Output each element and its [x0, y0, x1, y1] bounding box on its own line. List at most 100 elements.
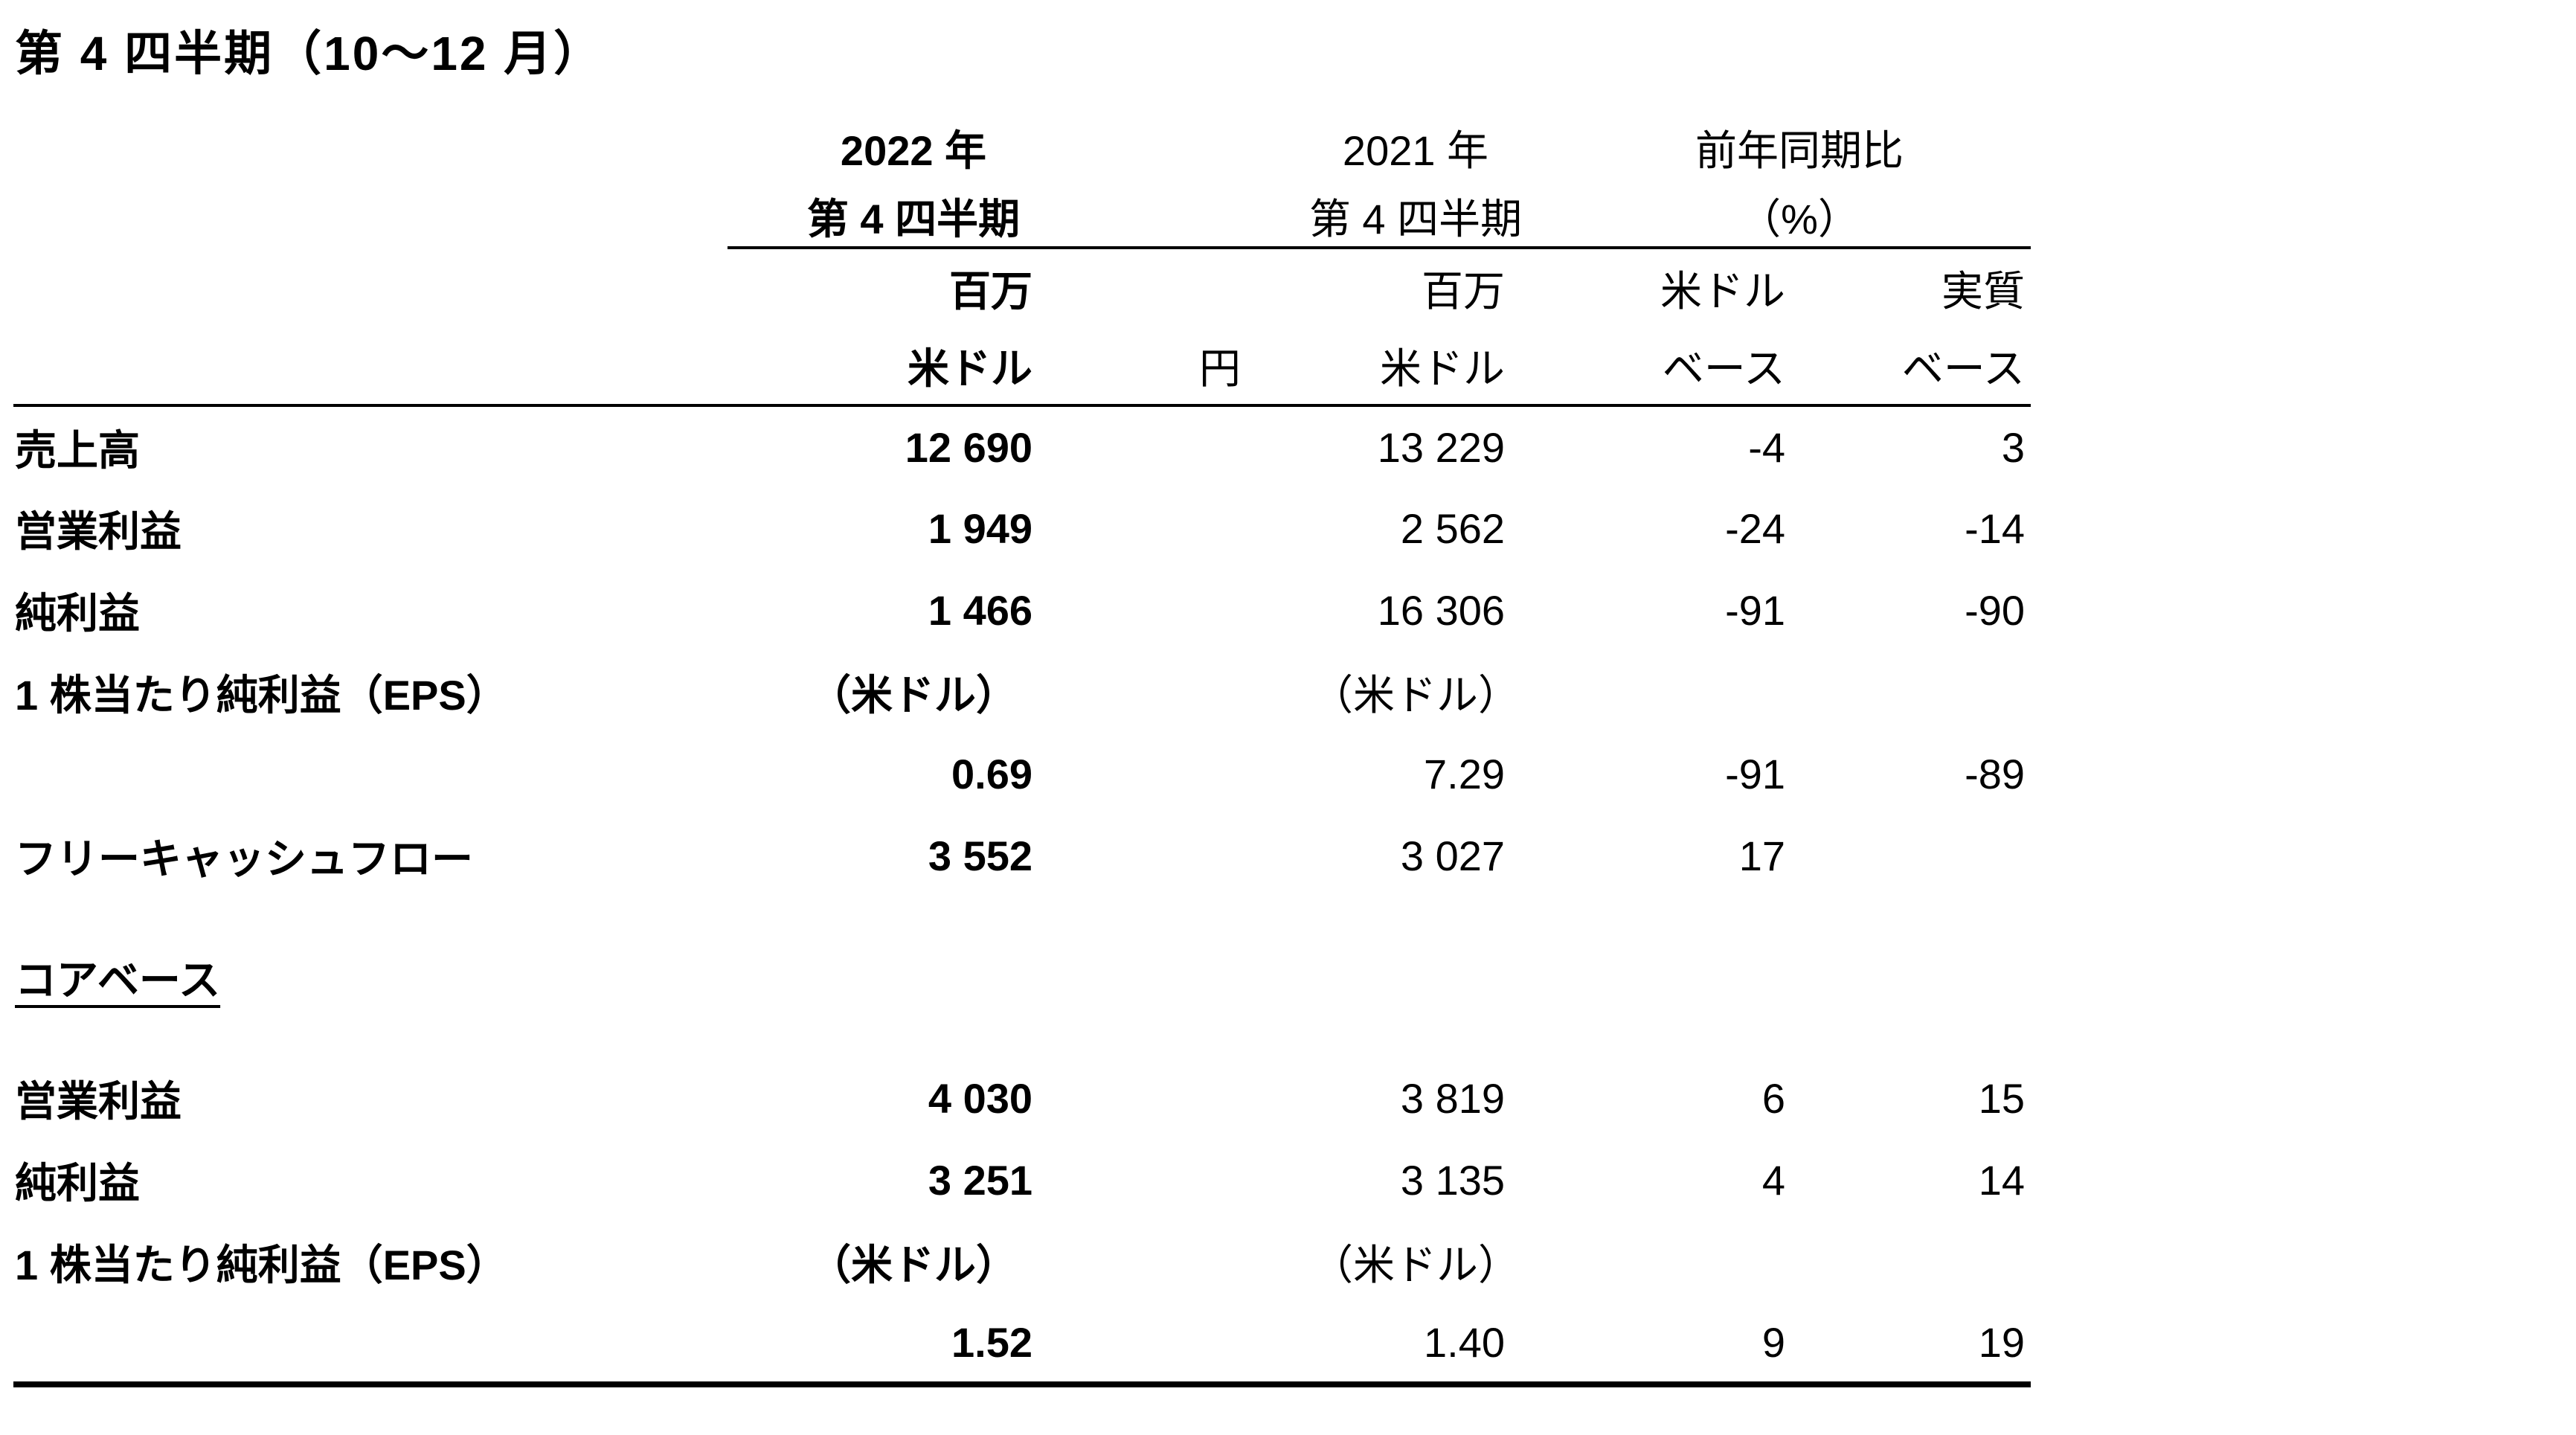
page-title: 第 4 四半期（10～12 月）	[15, 27, 604, 80]
cell-yoy-real	[1808, 815, 2031, 896]
cell-yoy-real: -14	[1965, 504, 2025, 552]
header-2022-quarter: 第 4 四半期	[727, 186, 1099, 249]
cell-yen-value	[1099, 487, 1263, 569]
table-row-free-cash-flow: フリーキャッシュフロー 3 552 3 027 17	[13, 815, 2031, 896]
cell-2021-value: 16 306	[1377, 586, 1505, 634]
cell-yoy-usd: -4	[1748, 423, 1785, 471]
cell-yoy-real: 14	[1978, 1156, 2025, 1204]
subheader-empty-yen-cell	[1099, 248, 1263, 327]
spacer-cell	[13, 1018, 2031, 1057]
document-page: 第 4 四半期（10～12 月） 2022 年 2021 年 前年同期比 第 4…	[13, 27, 2031, 1387]
table-row-core-operating-income: 営業利益 4 030 3 819 6 15	[13, 1057, 2031, 1139]
table-row-core-eps-value: 1.52 1.40 9 19	[13, 1303, 2031, 1387]
table-header: 2022 年 2021 年 前年同期比 第 4 四半期 第 4 四半期 （%） …	[13, 109, 2031, 407]
cell-yoy-usd	[1568, 1221, 1808, 1303]
cell-label: フリーキャッシュフロー	[15, 835, 473, 882]
financial-results-table: 2022 年 2021 年 前年同期比 第 4 四半期 第 4 四半期 （%） …	[13, 109, 2031, 1387]
cell-label: 1 株当たり純利益（EPS）	[15, 1241, 508, 1288]
subheader-yen: 円	[1099, 327, 1263, 407]
subheader-row-2: 米ドル 円 米ドル ベース ベース	[13, 327, 2031, 407]
cell-yoy-usd: -91	[1725, 750, 1785, 797]
cell-2022-value: 4 030	[928, 1074, 1032, 1122]
cell-label: 売上高	[15, 426, 140, 474]
subheader-2021-usd: 米ドル	[1263, 327, 1568, 407]
table-row-operating-income: 営業利益 1 949 2 562 -24 -14	[13, 487, 2031, 569]
cell-label: 営業利益	[15, 507, 182, 555]
spacer-row	[13, 1018, 2031, 1057]
cell-yoy-real: 3	[2001, 423, 2025, 471]
header-empty-cell	[13, 186, 727, 248]
cell-2022-value: （米ドル）	[809, 671, 1018, 719]
subheader-empty-cell	[13, 248, 727, 327]
cell-yen-value	[1099, 733, 1263, 815]
table-row-eps-value: 0.69 7.29 -91 -89	[13, 733, 2031, 815]
cell-yoy-usd: 4	[1761, 1156, 1785, 1204]
spacer-cell	[13, 896, 2031, 935]
cell-yen-value	[1099, 405, 1263, 487]
cell-yen-value	[1099, 569, 1263, 651]
subheader-2021-millions: 百万	[1422, 267, 1505, 315]
cell-2021-value: 7.29	[1424, 750, 1505, 797]
header-2022-year: 2022 年	[840, 126, 987, 174]
cell-2022-value: 1 466	[928, 586, 1032, 634]
cell-label	[13, 1303, 727, 1387]
header-year-row: 2022 年 2021 年 前年同期比	[13, 109, 2031, 186]
cell-label	[13, 733, 727, 815]
spacer-row	[13, 896, 2031, 935]
cell-2022-value: （米ドル）	[809, 1241, 1018, 1288]
cell-2021-value: 3 027	[1400, 832, 1505, 879]
cell-label: 純利益	[15, 589, 140, 637]
cell-label: 純利益	[15, 1159, 140, 1207]
subheader-2022-usd: 米ドル	[727, 327, 1099, 407]
cell-2021-value: 3 135	[1400, 1156, 1505, 1204]
cell-2022-value: 3 552	[928, 832, 1032, 879]
table-row-net-income: 純利益 1 466 16 306 -91 -90	[13, 569, 2031, 651]
cell-yoy-real	[1808, 1221, 2031, 1303]
header-2021-quarter: 第 4 四半期	[1263, 186, 1568, 249]
subheader-real-base-1: 実質	[1941, 267, 2025, 315]
table-row-core-net-income: 純利益 3 251 3 135 4 14	[13, 1139, 2031, 1221]
section-cell: コアベース	[13, 935, 2031, 1018]
subheader-empty-cell	[13, 327, 727, 407]
table-body: 売上高 12 690 13 229 -4 3 営業利益 1 949 2 562 …	[13, 405, 2031, 1387]
subheader-usd-base-1: 米ドル	[1660, 267, 1785, 315]
cell-label: 1 株当たり純利益（EPS）	[15, 671, 508, 719]
cell-yoy-usd: -91	[1725, 586, 1785, 634]
cell-2021-value: （米ドル）	[1311, 1241, 1520, 1288]
header-2021-year: 2021 年	[1342, 126, 1489, 174]
cell-2021-value: 2 562	[1400, 504, 1505, 552]
cell-yen-value	[1099, 1221, 1263, 1303]
header-empty-yen-cell	[1099, 109, 1263, 186]
cell-yoy-usd: 17	[1738, 832, 1785, 879]
cell-yoy-usd: 6	[1761, 1074, 1785, 1122]
cell-2022-value: 0.69	[951, 750, 1032, 797]
cell-yoy-usd	[1568, 651, 1808, 733]
subheader-real-base-2: ベース	[1808, 327, 2031, 407]
cell-2021-value: 1.40	[1263, 1303, 1568, 1387]
subheader-2022-millions: 百万	[949, 267, 1032, 315]
header-yoy: 前年同期比	[1695, 126, 1904, 174]
cell-yen-value	[1099, 815, 1263, 896]
table-row-revenue: 売上高 12 690 13 229 -4 3	[13, 405, 2031, 487]
cell-yen-value	[1099, 651, 1263, 733]
section-title: コアベース	[15, 956, 221, 1004]
cell-yoy-real: 15	[1978, 1074, 2025, 1122]
cell-yoy-real: 19	[1808, 1303, 2031, 1387]
cell-yoy-real: -90	[1965, 586, 2025, 634]
cell-2021-value: 3 819	[1400, 1074, 1505, 1122]
cell-2021-value: （米ドル）	[1311, 671, 1520, 719]
cell-label: 営業利益	[15, 1077, 182, 1125]
cell-yen-value	[1099, 1303, 1263, 1387]
cell-2022-value: 1 949	[928, 504, 1032, 552]
subheader-usd-base-2: ベース	[1568, 327, 1808, 407]
subheader-row-1: 百万 百万 米ドル 実質	[13, 248, 2031, 327]
cell-yoy-real: -89	[1965, 750, 2025, 797]
cell-2021-value: 13 229	[1377, 423, 1505, 471]
cell-yoy-usd: -24	[1725, 504, 1785, 552]
cell-2022-value: 3 251	[928, 1156, 1032, 1204]
header-quarter-row: 第 4 四半期 第 4 四半期 （%）	[13, 186, 2031, 249]
cell-2022-value: 12 690	[905, 423, 1032, 471]
header-empty-cell	[13, 109, 727, 186]
header-yoy-percent: （%）	[1568, 186, 2031, 249]
cell-yoy-real	[1808, 651, 2031, 733]
